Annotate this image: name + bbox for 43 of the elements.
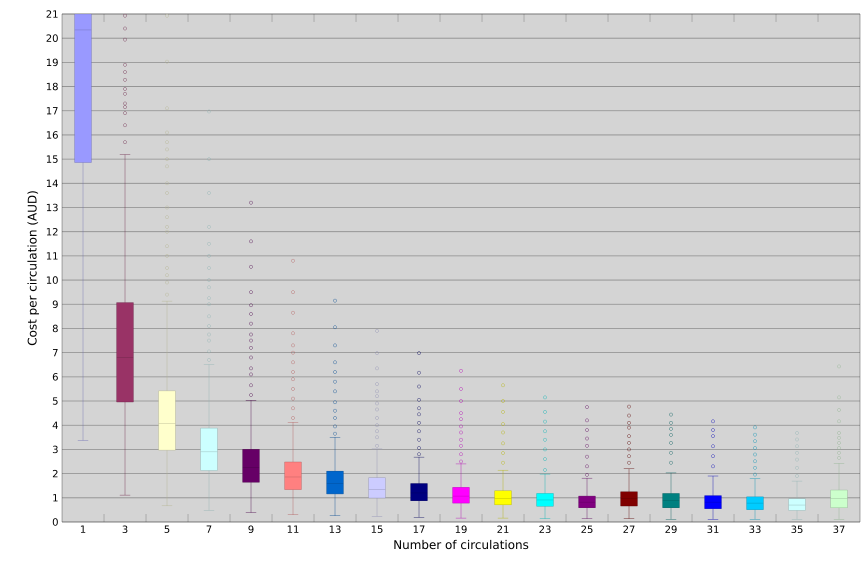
x-tick-label: 27 [623,525,634,533]
x-tick-label: 5 [164,526,170,533]
y-tick-label: 17 [46,107,58,114]
x-tick-label: 35 [791,525,802,534]
y-tick-label: 20 [46,34,58,42]
x-tick-label: 31 [707,525,718,534]
y-tick-label: 3 [52,446,58,454]
y-tick-label: 10 [46,276,58,284]
x-tick-label: 3 [122,525,128,534]
y-tick-label: 16 [46,131,58,139]
x-tick-label: 7 [206,526,212,533]
y-tick-label: 21 [46,10,58,18]
y-tick-label: 15 [46,155,58,163]
x-tick-label: 17 [414,526,424,533]
y-tick-label: 1 [53,494,58,502]
x-tick-label: 1 [80,526,86,533]
y-tick-label: 7 [52,349,58,356]
x-tick-label: 15 [372,526,382,533]
x-tick-label: 9 [248,525,254,534]
x-tick-label: 13 [330,525,341,534]
y-tick-label: 0 [52,518,58,526]
x-tick-label: 11 [288,526,298,533]
y-tick-label: 12 [46,228,58,236]
y-tick-label: 5 [52,397,58,405]
y-tick-label: 6 [52,373,58,381]
x-tick-label: 37 [833,525,844,534]
y-axis-title: Cost per circulation (AUD) [27,191,39,346]
y-tick-label: 9 [52,300,58,308]
y-tick-label: 4 [52,422,58,429]
y-tick-label: 8 [52,324,58,332]
x-tick-label: 19 [456,525,467,534]
x-tick-label: 21 [497,525,508,533]
y-tick-label: 11 [46,252,58,260]
y-tick-label: 14 [46,180,58,187]
x-tick-label: 33 [749,525,761,534]
x-axis-title: Number of circulations [394,540,528,550]
x-tick-label: 23 [539,525,551,534]
y-tick-label: 19 [46,58,58,66]
x-tick-label: 25 [581,525,592,534]
y-tick-label: 13 [46,204,58,212]
y-tick-label: 2 [52,470,58,478]
y-tick-label: 18 [46,82,58,90]
x-tick-label: 29 [665,525,677,534]
